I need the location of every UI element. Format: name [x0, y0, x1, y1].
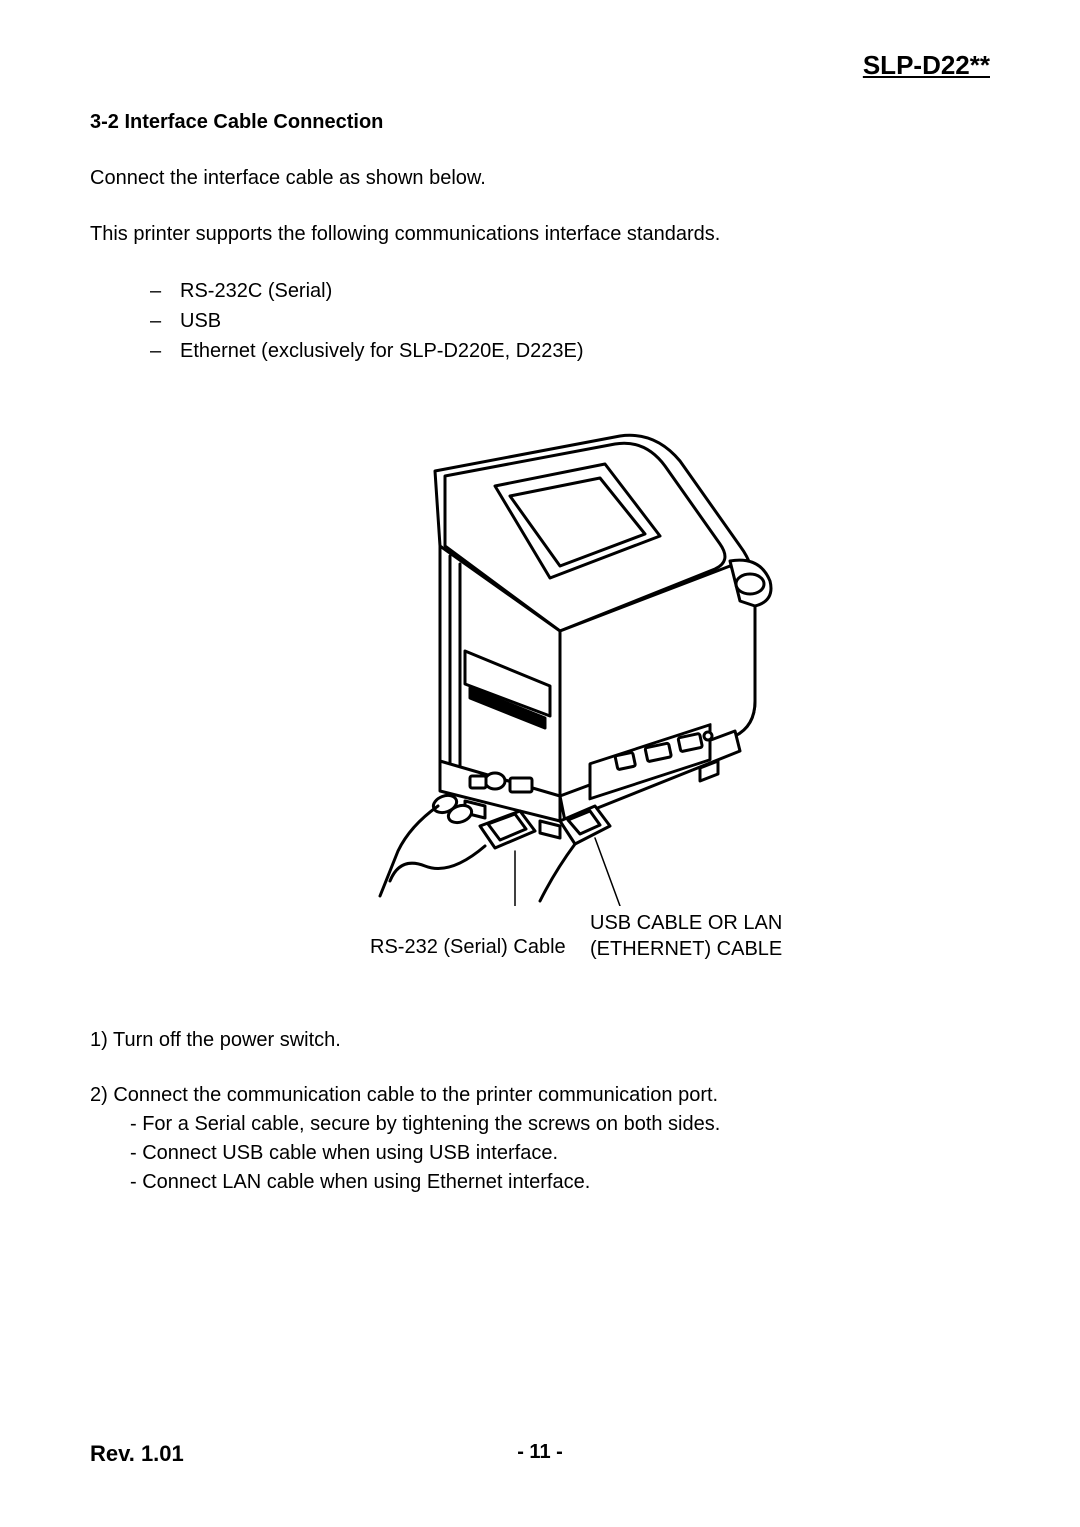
step-2-text: 2) Connect the communication cable to th… — [90, 1084, 718, 1106]
interface-bullet-list: – RS-232C (Serial) – USB – Ethernet (exc… — [150, 276, 990, 366]
footer-revision: Rev. 1.01 — [90, 1441, 184, 1467]
bullet-text: Ethernet (exclusively for SLP-D220E, D22… — [180, 336, 584, 366]
model-header: SLP-D22** — [90, 50, 990, 81]
bullet-text: USB — [180, 306, 221, 336]
step-1: 1) Turn off the power switch. — [90, 1026, 990, 1055]
intro-paragraph-1: Connect the interface cable as shown bel… — [90, 164, 990, 192]
diagram-label-usb-lan: USB CABLE OR LAN (ETHERNET) CABLE — [590, 910, 782, 962]
section-title: 3-2 Interface Cable Connection — [90, 111, 990, 134]
diagram-label-line1: USB CABLE OR LAN — [590, 912, 782, 934]
list-item: - Connect LAN cable when using Ethernet … — [130, 1168, 990, 1197]
list-item: – USB — [150, 306, 990, 336]
list-item: – RS-232C (Serial) — [150, 276, 990, 306]
list-item: - Connect USB cable when using USB inter… — [130, 1139, 990, 1168]
list-item: – Ethernet (exclusively for SLP-D220E, D… — [150, 336, 990, 366]
step-2: 2) Connect the communication cable to th… — [90, 1081, 990, 1197]
diagram-label-serial: RS-232 (Serial) Cable — [370, 936, 566, 959]
bullet-text: RS-232C (Serial) — [180, 276, 332, 306]
printer-diagram: RS-232 (Serial) Cable USB CABLE OR LAN (… — [260, 406, 820, 976]
bullet-dash-icon: – — [150, 276, 180, 306]
footer-page-number: - 11 - — [517, 1441, 563, 1464]
page-footer: Rev. 1.01 - 11 - — [90, 1441, 990, 1467]
bullet-dash-icon: – — [150, 336, 180, 366]
printer-diagram-container: RS-232 (Serial) Cable USB CABLE OR LAN (… — [90, 406, 990, 976]
diagram-label-line2: (ETHERNET) CABLE — [590, 938, 782, 960]
bullet-dash-icon: – — [150, 306, 180, 336]
step-2-sublist: - For a Serial cable, secure by tighteni… — [130, 1110, 990, 1197]
printer-illustration-icon — [260, 406, 820, 906]
list-item: - For a Serial cable, secure by tighteni… — [130, 1110, 990, 1139]
intro-paragraph-2: This printer supports the following comm… — [90, 220, 990, 248]
